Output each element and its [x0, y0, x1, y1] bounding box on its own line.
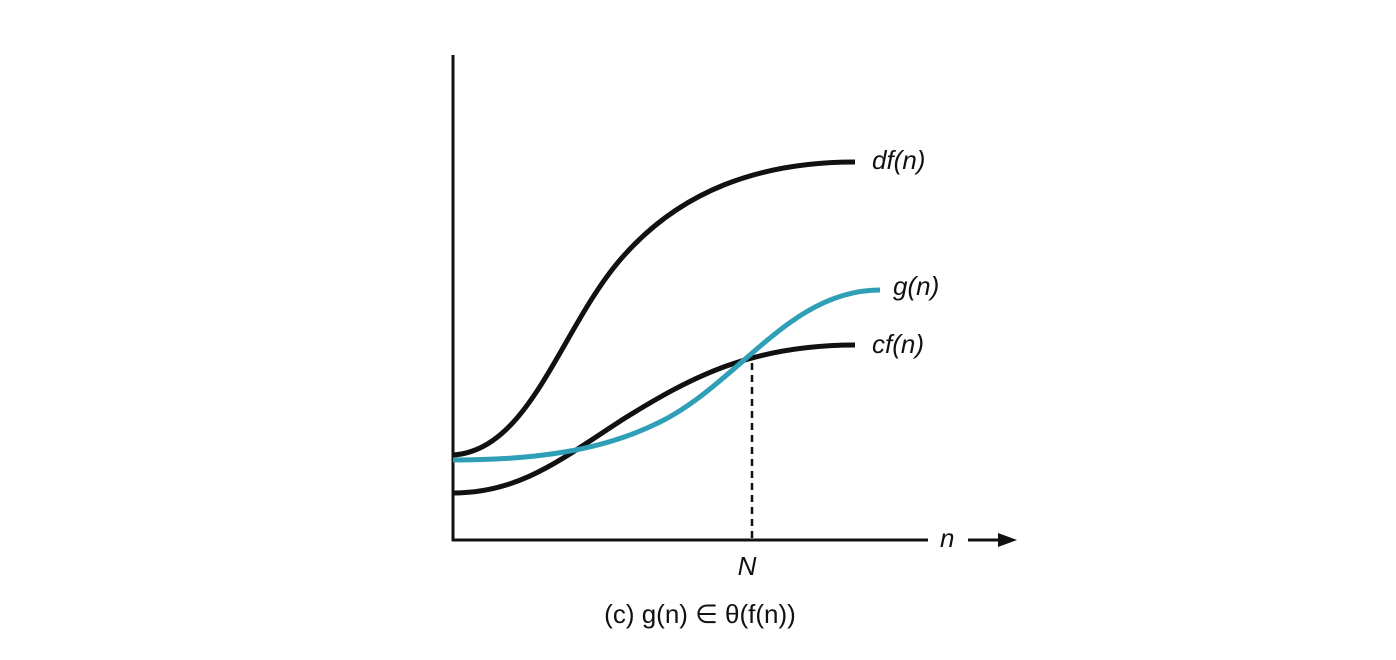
- cf-curve: [452, 342, 856, 496]
- df-curve: [452, 159, 856, 458]
- g-curve: [452, 287, 881, 463]
- arrow-head: [998, 533, 1017, 547]
- caption: (c) g(n) ∈ θ(f(n)): [604, 599, 796, 629]
- x-axis-label: n: [940, 523, 954, 553]
- g-label: g(n): [893, 271, 939, 301]
- df-label: df(n): [872, 145, 925, 175]
- cf-label: cf(n): [872, 329, 924, 359]
- crossing-label: N: [738, 551, 757, 581]
